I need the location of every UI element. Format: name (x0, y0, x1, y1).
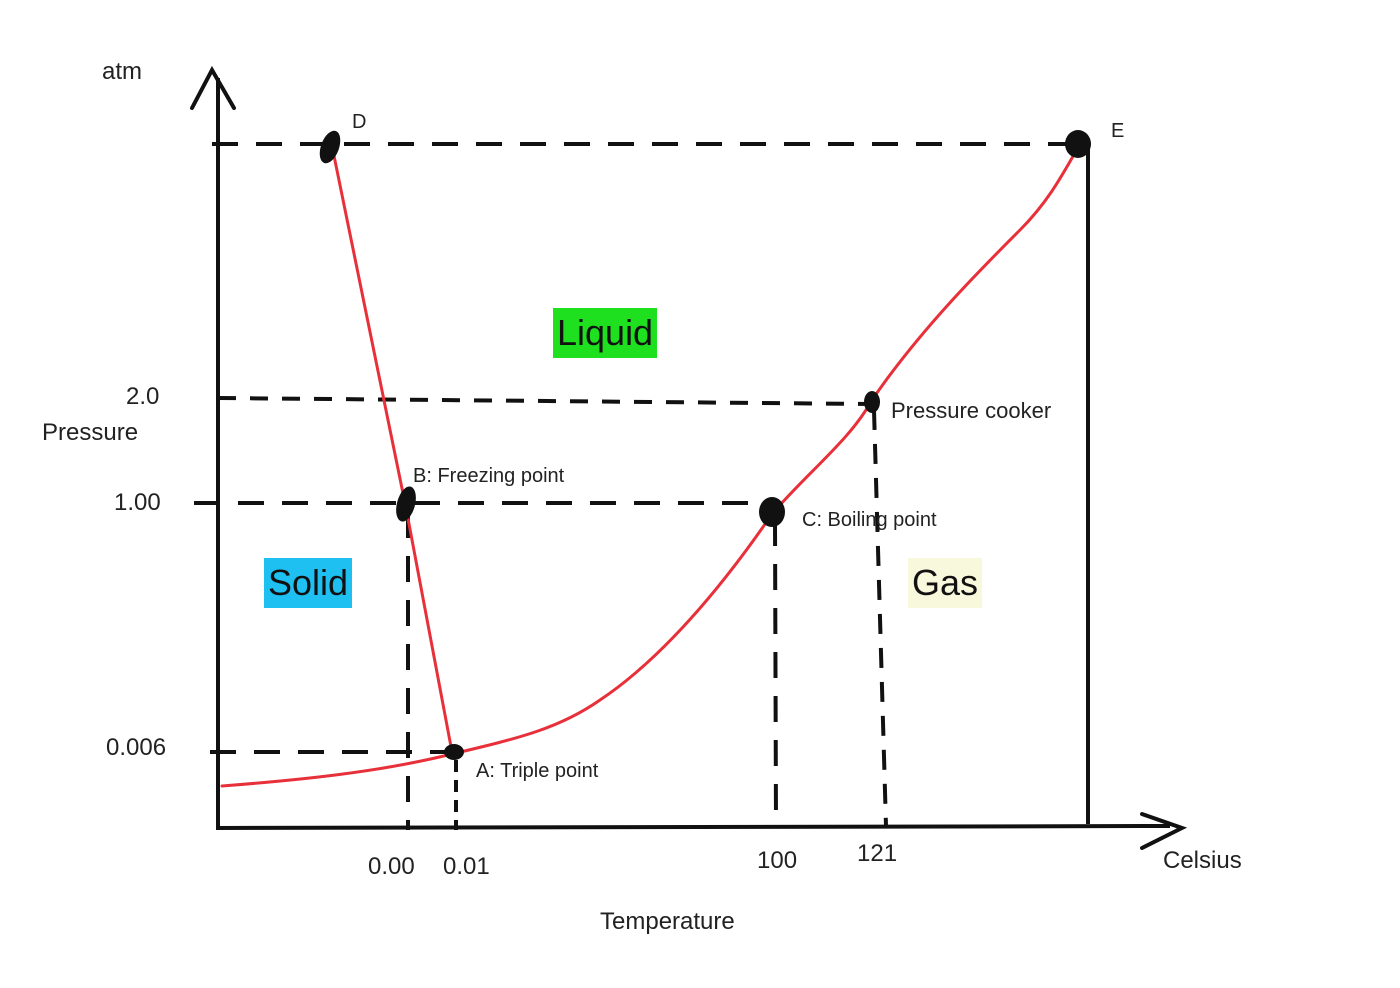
point-d-label: D (352, 111, 366, 133)
x-axis-line (217, 824, 1171, 830)
point-a-label: A: Triple point (476, 760, 599, 782)
point-pressure-cooker-marker (864, 391, 880, 413)
x-tick-001: 0.01 (443, 853, 490, 880)
y-tick-2: 2.0 (126, 383, 159, 410)
guide-121c-vertical (872, 409, 888, 827)
x-unit-label: Celsius (1163, 847, 1242, 874)
point-d-marker (319, 130, 341, 164)
y-unit-label: atm (102, 58, 142, 85)
x-tick-000: 0.00 (368, 853, 415, 880)
arrow-up-icon (190, 65, 236, 110)
x-title-label: Temperature (600, 908, 735, 935)
arrow-right-icon (1140, 812, 1188, 850)
region-solid-label: Solid (264, 558, 353, 608)
y-title-label: Pressure (42, 419, 138, 446)
liquid-gas-boundary (450, 142, 1082, 756)
region-liquid-label: Liquid (553, 308, 658, 358)
point-pressure-cooker-label: Pressure cooker (891, 398, 1051, 423)
guide-lines (194, 142, 1076, 830)
points (319, 130, 1091, 760)
y-tick-0006: 0.006 (106, 734, 166, 761)
region-gas-label: Gas (908, 558, 983, 608)
x-tick-121: 121 (857, 840, 897, 867)
point-e-label: E (1111, 120, 1124, 142)
point-c-marker (759, 497, 785, 527)
guide-100c-vertical (773, 519, 778, 827)
point-e-marker (1065, 130, 1091, 158)
solid-liquid-boundary (330, 144, 454, 754)
point-a-marker (444, 744, 464, 760)
y-tick-1: 1.00 (114, 489, 161, 516)
x-tick-100: 100 (757, 847, 797, 874)
phase-boundaries (220, 142, 1082, 788)
guide-2atm-horizontal (217, 396, 873, 406)
solid-gas-boundary (220, 752, 454, 788)
point-b-marker (396, 486, 416, 522)
point-b-label: B: Freezing point (413, 465, 565, 487)
point-c-label: C: Boiling point (802, 509, 937, 531)
